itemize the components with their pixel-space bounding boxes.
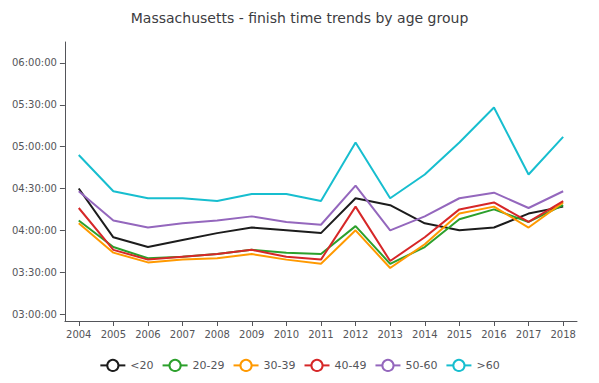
svg-text:2013: 2013 — [377, 329, 402, 340]
svg-text:05:00:00: 05:00:00 — [12, 141, 57, 152]
svg-text:2014: 2014 — [412, 329, 437, 340]
svg-text:>60: >60 — [476, 359, 499, 372]
svg-text:2005: 2005 — [101, 329, 126, 340]
svg-text:2015: 2015 — [447, 329, 472, 340]
svg-text:2007: 2007 — [170, 329, 195, 340]
svg-text:03:00:00: 03:00:00 — [12, 309, 57, 320]
svg-text:2006: 2006 — [135, 329, 160, 340]
svg-text:2012: 2012 — [343, 329, 368, 340]
svg-text:40-49: 40-49 — [335, 359, 367, 372]
svg-text:50-60: 50-60 — [405, 359, 437, 372]
svg-text:06:00:00: 06:00:00 — [12, 57, 57, 68]
svg-text:2018: 2018 — [550, 329, 575, 340]
svg-text:30-39: 30-39 — [264, 359, 296, 372]
svg-text:2011: 2011 — [308, 329, 333, 340]
svg-text:2017: 2017 — [516, 329, 541, 340]
svg-text:2009: 2009 — [239, 329, 264, 340]
svg-text:<20: <20 — [130, 359, 153, 372]
svg-text:20-29: 20-29 — [193, 359, 225, 372]
svg-text:Massachusetts - finish time tr: Massachusetts - finish time trends by ag… — [131, 10, 469, 26]
svg-text:04:30:00: 04:30:00 — [12, 183, 57, 194]
svg-text:2008: 2008 — [204, 329, 229, 340]
svg-text:05:30:00: 05:30:00 — [12, 99, 57, 110]
svg-text:2004: 2004 — [66, 329, 91, 340]
svg-text:04:00:00: 04:00:00 — [12, 225, 57, 236]
svg-text:2010: 2010 — [274, 329, 299, 340]
svg-text:03:30:00: 03:30:00 — [12, 267, 57, 278]
svg-text:2016: 2016 — [481, 329, 506, 340]
